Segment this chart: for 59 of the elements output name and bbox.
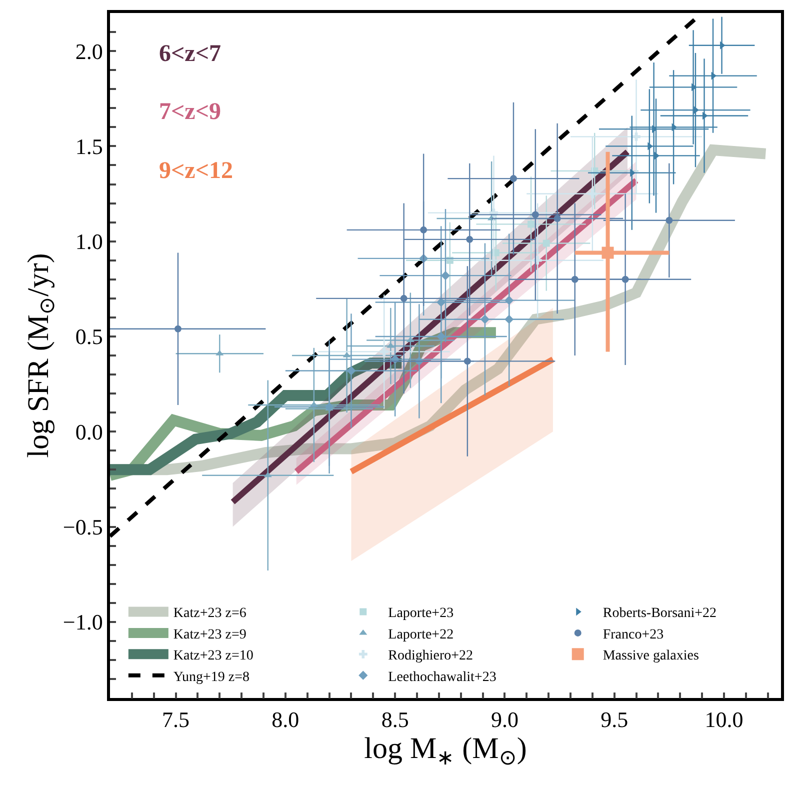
point xyxy=(464,358,471,365)
legend-label: Katz+23 z=6 xyxy=(173,606,246,622)
point xyxy=(528,220,535,228)
legend-label: Massive galaxies xyxy=(602,648,699,664)
legend-label: Rodighiero+22 xyxy=(388,648,474,664)
point xyxy=(554,215,561,222)
x-tick-label: 9.5 xyxy=(600,707,628,732)
point xyxy=(504,314,514,324)
point xyxy=(533,256,542,265)
text: 9<z<12 xyxy=(159,158,234,184)
point xyxy=(622,276,629,283)
legend-label: Laporte+22 xyxy=(388,627,454,642)
point xyxy=(386,342,395,348)
legend-label: Yung+19 z=8 xyxy=(173,670,250,685)
x-tick-label: 8.5 xyxy=(381,707,409,732)
point xyxy=(174,325,182,332)
y-tick-label: 1.5 xyxy=(75,134,103,159)
point xyxy=(602,246,614,259)
legend-label: Laporte+23 xyxy=(388,606,454,622)
x-tick-label: 10.0 xyxy=(704,707,744,732)
legend-label: Franco+23 xyxy=(602,627,664,642)
point xyxy=(510,175,517,182)
y-tick-label: −1.0 xyxy=(62,610,103,635)
point xyxy=(310,401,318,407)
legend-label: Roberts-Borsani+22 xyxy=(602,606,717,622)
point xyxy=(264,472,272,478)
point xyxy=(406,336,414,342)
point xyxy=(588,190,597,198)
point xyxy=(532,211,539,218)
point xyxy=(672,123,678,132)
text: 7<z<9 xyxy=(159,99,222,125)
x-tick-label: 7.5 xyxy=(162,707,190,732)
point xyxy=(380,347,388,356)
legend-label: Leethochawalit+23 xyxy=(388,670,496,685)
y-tick-label: 0.5 xyxy=(75,324,103,350)
point xyxy=(440,271,450,280)
x-tick-label: 9.0 xyxy=(490,707,518,732)
y-tick-label: 0.0 xyxy=(75,419,103,444)
point xyxy=(346,366,356,376)
y-tick-label: 1.0 xyxy=(75,229,103,254)
point xyxy=(666,216,673,224)
y-tick-label: 2.0 xyxy=(75,38,103,64)
y-tick-label: −0.5 xyxy=(62,514,103,540)
point xyxy=(711,72,717,80)
point xyxy=(400,294,408,302)
legend-label: Katz+23 z=10 xyxy=(173,648,254,664)
point xyxy=(571,276,578,283)
point xyxy=(542,240,550,247)
x-tick-label: 8.0 xyxy=(272,707,300,732)
point xyxy=(436,332,446,342)
point xyxy=(504,296,514,305)
point xyxy=(654,152,660,160)
point xyxy=(480,314,490,324)
x-axis-title: log M$_{∗}$ (M$_{⊙}$) xyxy=(364,732,527,770)
text: 6<z<7 xyxy=(159,41,222,67)
legend-label: Katz+23 z=9 xyxy=(173,627,246,642)
point xyxy=(466,236,474,243)
point xyxy=(420,226,428,234)
point xyxy=(324,402,334,412)
